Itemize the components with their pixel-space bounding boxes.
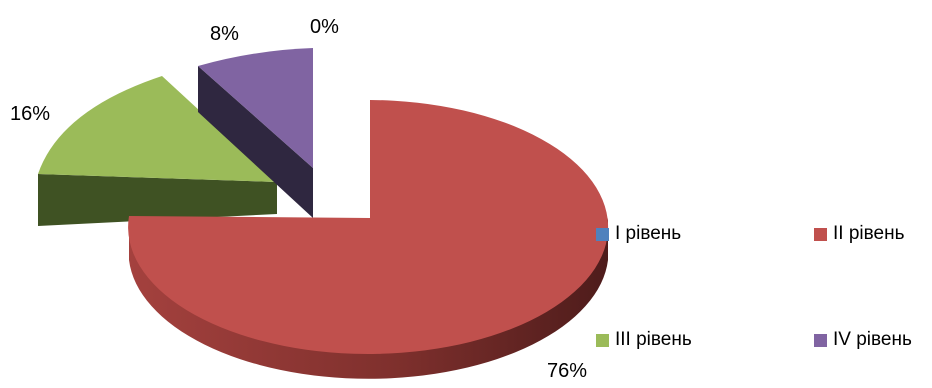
legend-label-ii: II рівень <box>833 223 905 244</box>
label-iii-riven: 16% <box>10 103 50 125</box>
legend-label-iv: IV рівень <box>833 329 912 350</box>
slice-ii-side <box>129 216 608 379</box>
label-iv-riven: 8% <box>210 23 239 45</box>
legend-label-i: I рівень <box>615 223 682 244</box>
legend-item-iii: III рівень <box>596 329 692 351</box>
legend-swatch-iii <box>596 333 609 347</box>
legend-swatch-i <box>596 227 609 241</box>
slice-iii-riven <box>38 76 277 226</box>
label-ii-riven: 76% <box>547 360 587 382</box>
slice-iv-top <box>198 48 313 168</box>
legend-label-iii: III рівень <box>615 329 692 350</box>
slice-iii-top <box>38 76 277 182</box>
legend-swatch-ii <box>814 227 827 241</box>
label-i-riven: 0% <box>310 16 339 38</box>
slice-ii-riven <box>128 100 609 379</box>
slice-iv-riven <box>198 48 313 218</box>
legend-item-i: I рівень <box>596 223 681 245</box>
legend-item-iv: IV рівень <box>814 329 912 351</box>
slice-iii-side <box>38 174 277 226</box>
slice-ii-top <box>128 100 609 354</box>
legend-item-ii: II рівень <box>814 223 904 245</box>
slice-iv-side <box>198 66 313 218</box>
legend-swatch-iv <box>814 333 827 347</box>
